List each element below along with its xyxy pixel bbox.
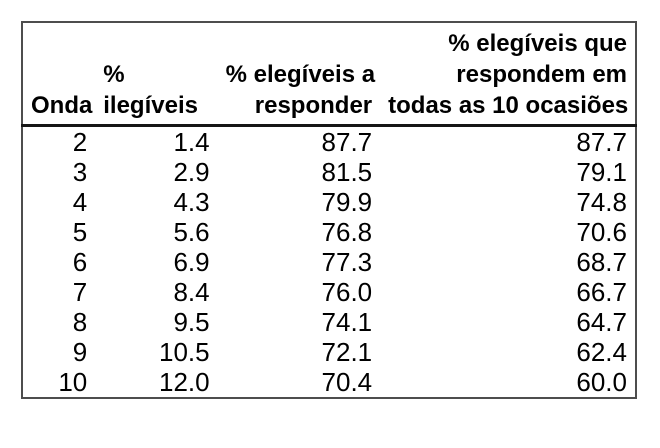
cell-pct-ilegiveis: 9.5	[173, 307, 210, 337]
cell-onda: 5	[72, 217, 88, 247]
cell-pct-ilegiveis: 8.4	[173, 277, 210, 307]
cell-pct-elegiveis-a-responder: 76.0	[321, 277, 373, 307]
cell-onda: 2	[72, 127, 88, 157]
cell-onda: 9	[72, 337, 88, 367]
cell-pct-elegiveis-a-responder: 79.9	[321, 187, 373, 217]
cell-pct-elegiveis-todas-ocasioes: 68.7	[576, 247, 627, 277]
table-row: 10 12.0 70.4 60.0	[22, 367, 636, 398]
cell-pct-elegiveis-todas-ocasioes: 66.7	[576, 277, 627, 307]
cell-pct-elegiveis-a-responder: 77.3	[321, 247, 373, 277]
column-header-pct-elegiveis-todas-ocasioes: % elegíveis que respondem em todas as 10…	[380, 22, 636, 127]
cell-onda: 3	[72, 157, 88, 187]
table-row: 9 10.5 72.1 62.4	[22, 337, 636, 367]
cell-pct-elegiveis-a-responder: 81.5	[321, 157, 373, 187]
column-header-onda: Onda	[22, 22, 96, 127]
table-row: 2 1.4 87.7 87.7	[22, 126, 636, 158]
table-row: 7 8.4 76.0 66.7	[22, 277, 636, 307]
cell-pct-ilegiveis: 10.5	[159, 337, 210, 367]
cell-pct-elegiveis-todas-ocasioes: 79.1	[576, 157, 627, 187]
cell-pct-elegiveis-todas-ocasioes: 60.0	[576, 367, 627, 397]
cell-onda: 10	[58, 367, 88, 397]
cell-pct-elegiveis-todas-ocasioes: 87.7	[576, 127, 627, 157]
table-row: 3 2.9 81.5 79.1	[22, 157, 636, 187]
cell-pct-ilegiveis: 12.0	[159, 367, 210, 397]
header-row: Onda % ilegíveis % elegíveis a responder…	[22, 22, 636, 127]
cell-onda: 8	[72, 307, 88, 337]
cell-pct-elegiveis-todas-ocasioes: 70.6	[576, 217, 627, 247]
cell-onda: 6	[72, 247, 88, 277]
column-header-pct-ilegiveis: % ilegíveis	[95, 22, 218, 127]
cell-pct-elegiveis-a-responder: 74.1	[321, 307, 373, 337]
cell-pct-elegiveis-todas-ocasioes: 64.7	[576, 307, 627, 337]
cell-pct-elegiveis-todas-ocasioes: 74.8	[576, 187, 627, 217]
column-header-pct-elegiveis-a-responder: % elegíveis a responder	[217, 22, 381, 127]
cell-pct-ilegiveis: 4.3	[173, 187, 210, 217]
table-row: 5 5.6 76.8 70.6	[22, 217, 636, 247]
table-row: 4 4.3 79.9 74.8	[22, 187, 636, 217]
cell-pct-elegiveis-a-responder: 76.8	[321, 217, 373, 247]
table-row: 8 9.5 74.1 64.7	[22, 307, 636, 337]
cell-pct-ilegiveis: 1.4	[173, 127, 210, 157]
table-row: 6 6.9 77.3 68.7	[22, 247, 636, 277]
cell-pct-ilegiveis: 2.9	[173, 157, 210, 187]
cell-pct-elegiveis-a-responder: 87.7	[321, 127, 373, 157]
cell-pct-elegiveis-a-responder: 70.4	[321, 367, 373, 397]
cell-pct-ilegiveis: 5.6	[173, 217, 210, 247]
cell-pct-ilegiveis: 6.9	[173, 247, 210, 277]
cell-onda: 7	[72, 277, 88, 307]
cell-onda: 4	[72, 187, 88, 217]
cell-pct-elegiveis-todas-ocasioes: 62.4	[576, 337, 627, 367]
response-rates-table: Onda % ilegíveis % elegíveis a responder…	[21, 21, 637, 399]
cell-pct-elegiveis-a-responder: 72.1	[321, 337, 373, 367]
